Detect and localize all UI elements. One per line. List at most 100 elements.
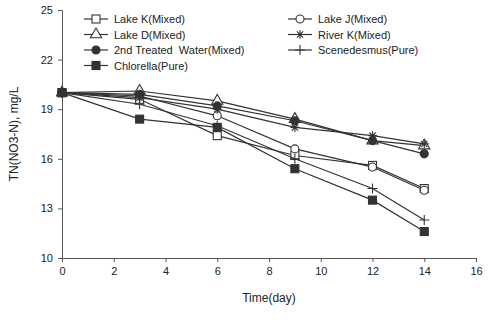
x-tick-label: 12 xyxy=(367,265,379,277)
series-marker xyxy=(57,88,67,98)
series-marker xyxy=(419,139,430,149)
legend-item: River K(Mixed) xyxy=(288,29,391,41)
x-tick-label: 14 xyxy=(419,265,431,277)
x-tick-mark xyxy=(321,258,322,262)
series-marker xyxy=(290,154,300,164)
y-tick-mark xyxy=(58,10,62,11)
legend-label: Lake J(Mixed) xyxy=(318,13,387,25)
x-tick-mark xyxy=(373,258,374,262)
x-tick-label: 6 xyxy=(215,265,221,277)
series-marker xyxy=(369,163,377,171)
x-tick-mark xyxy=(114,258,115,262)
series-marker xyxy=(291,117,299,125)
series-marker xyxy=(56,86,67,96)
series-marker xyxy=(420,186,428,194)
y-axis-line xyxy=(58,11,63,259)
x-tick-mark xyxy=(269,258,270,262)
series-marker xyxy=(58,88,67,97)
legend-marker xyxy=(92,62,100,70)
y-tick: 16 xyxy=(41,153,62,165)
x-axis: 0 2 4 6 8 10 12 14 16 xyxy=(59,258,482,277)
legend-label: Lake K(Mixed) xyxy=(114,13,185,25)
series-marker xyxy=(420,150,428,158)
series-marker xyxy=(369,196,377,204)
series-marker xyxy=(213,132,221,140)
x-tick: 4 xyxy=(163,258,169,277)
series-marker xyxy=(291,145,299,153)
x-tick: 8 xyxy=(266,258,272,277)
legend-label: Scenedesmus(Pure) xyxy=(318,44,418,56)
series-marker xyxy=(58,89,66,97)
y-tick: 13 xyxy=(41,202,62,214)
legend-item: Lake J(Mixed) xyxy=(288,13,387,25)
series-marker xyxy=(135,99,145,109)
y-tick-mark xyxy=(58,60,62,61)
y-tick-label: 22 xyxy=(41,54,53,66)
series-marker xyxy=(291,165,299,173)
series-marker xyxy=(213,123,221,131)
y-tick-mark xyxy=(58,258,62,259)
series-marker xyxy=(136,115,144,123)
legend-label: Lake D(Mixed) xyxy=(114,29,186,41)
x-tick: 14 xyxy=(419,258,431,277)
series-line xyxy=(62,93,424,232)
series-marker xyxy=(420,139,429,148)
y-tick: 10 xyxy=(41,252,62,264)
y-tick-label: 19 xyxy=(41,103,53,115)
y-tick: 25 xyxy=(41,4,62,16)
y-tick-label: 25 xyxy=(41,4,53,16)
y-tick: 19 xyxy=(41,103,62,115)
series-marker xyxy=(420,228,428,236)
x-tick-label: 2 xyxy=(111,265,117,277)
x-tick-label: 8 xyxy=(266,265,272,277)
legend-item: Lake D(Mixed) xyxy=(84,28,186,41)
x-tick: 0 xyxy=(59,258,65,277)
legend-item: Scenedesmus(Pure) xyxy=(288,44,418,56)
x-tick-mark xyxy=(217,258,218,262)
x-tick-label: 10 xyxy=(315,265,327,277)
legend-item: Chlorella(Pure) xyxy=(84,60,188,72)
x-tick-label: 4 xyxy=(163,265,169,277)
legend-label: Chlorella(Pure) xyxy=(114,60,188,72)
legend-item: Lake K(Mixed) xyxy=(84,13,185,25)
y-tick-label: 16 xyxy=(41,153,53,165)
x-tick: 2 xyxy=(111,258,117,277)
x-tick-mark xyxy=(424,258,425,262)
legend-marker xyxy=(90,28,101,38)
x-tick-label: 0 xyxy=(59,265,65,277)
series-marker xyxy=(368,184,378,194)
y-tick-label: 10 xyxy=(41,252,53,264)
x-tick-mark xyxy=(166,258,167,262)
y-tick-label: 13 xyxy=(41,202,53,214)
series-marker xyxy=(136,90,144,98)
legend-marker xyxy=(92,15,100,23)
legend-marker xyxy=(296,15,304,23)
y-tick-mark xyxy=(58,208,62,209)
x-axis-title: Time(day) xyxy=(242,291,296,305)
legend-marker xyxy=(92,46,100,54)
series-marker xyxy=(213,102,221,110)
plot: 0 2 4 6 8 10 12 14 16 10 13 16 19 22 25 xyxy=(41,4,483,277)
chart: 0 2 4 6 8 10 12 14 16 10 13 16 19 22 25 Time(day) TN(NO3… xyxy=(0,0,500,324)
y-axis-title: TN(NO3-N), mg/L xyxy=(7,86,21,181)
series-line xyxy=(62,93,424,154)
x-tick: 10 xyxy=(315,258,327,277)
x-tick: 6 xyxy=(215,258,221,277)
y-axis: 10 13 16 19 22 25 xyxy=(41,4,63,264)
y-tick: 22 xyxy=(41,54,62,66)
series-marker xyxy=(58,89,66,97)
y-tick-mark xyxy=(58,109,62,110)
x-tick-mark xyxy=(476,258,477,262)
legend-item: 2nd Treated Water(Mixed) xyxy=(84,44,244,56)
legend-marker xyxy=(295,45,305,55)
legend: Lake K(Mixed) Lake J(Mixed) Lake D(Mixed) R… xyxy=(84,13,418,72)
series-marker xyxy=(58,89,66,97)
x-tick-label: 16 xyxy=(470,265,482,277)
series-marker xyxy=(369,137,377,145)
series-marker xyxy=(419,215,429,225)
legend-marker xyxy=(296,30,305,39)
x-tick: 12 xyxy=(367,258,379,277)
series-marker xyxy=(58,89,66,97)
legend-label: River K(Mixed) xyxy=(318,29,391,41)
legend-label: 2nd Treated Water(Mixed) xyxy=(114,44,244,56)
